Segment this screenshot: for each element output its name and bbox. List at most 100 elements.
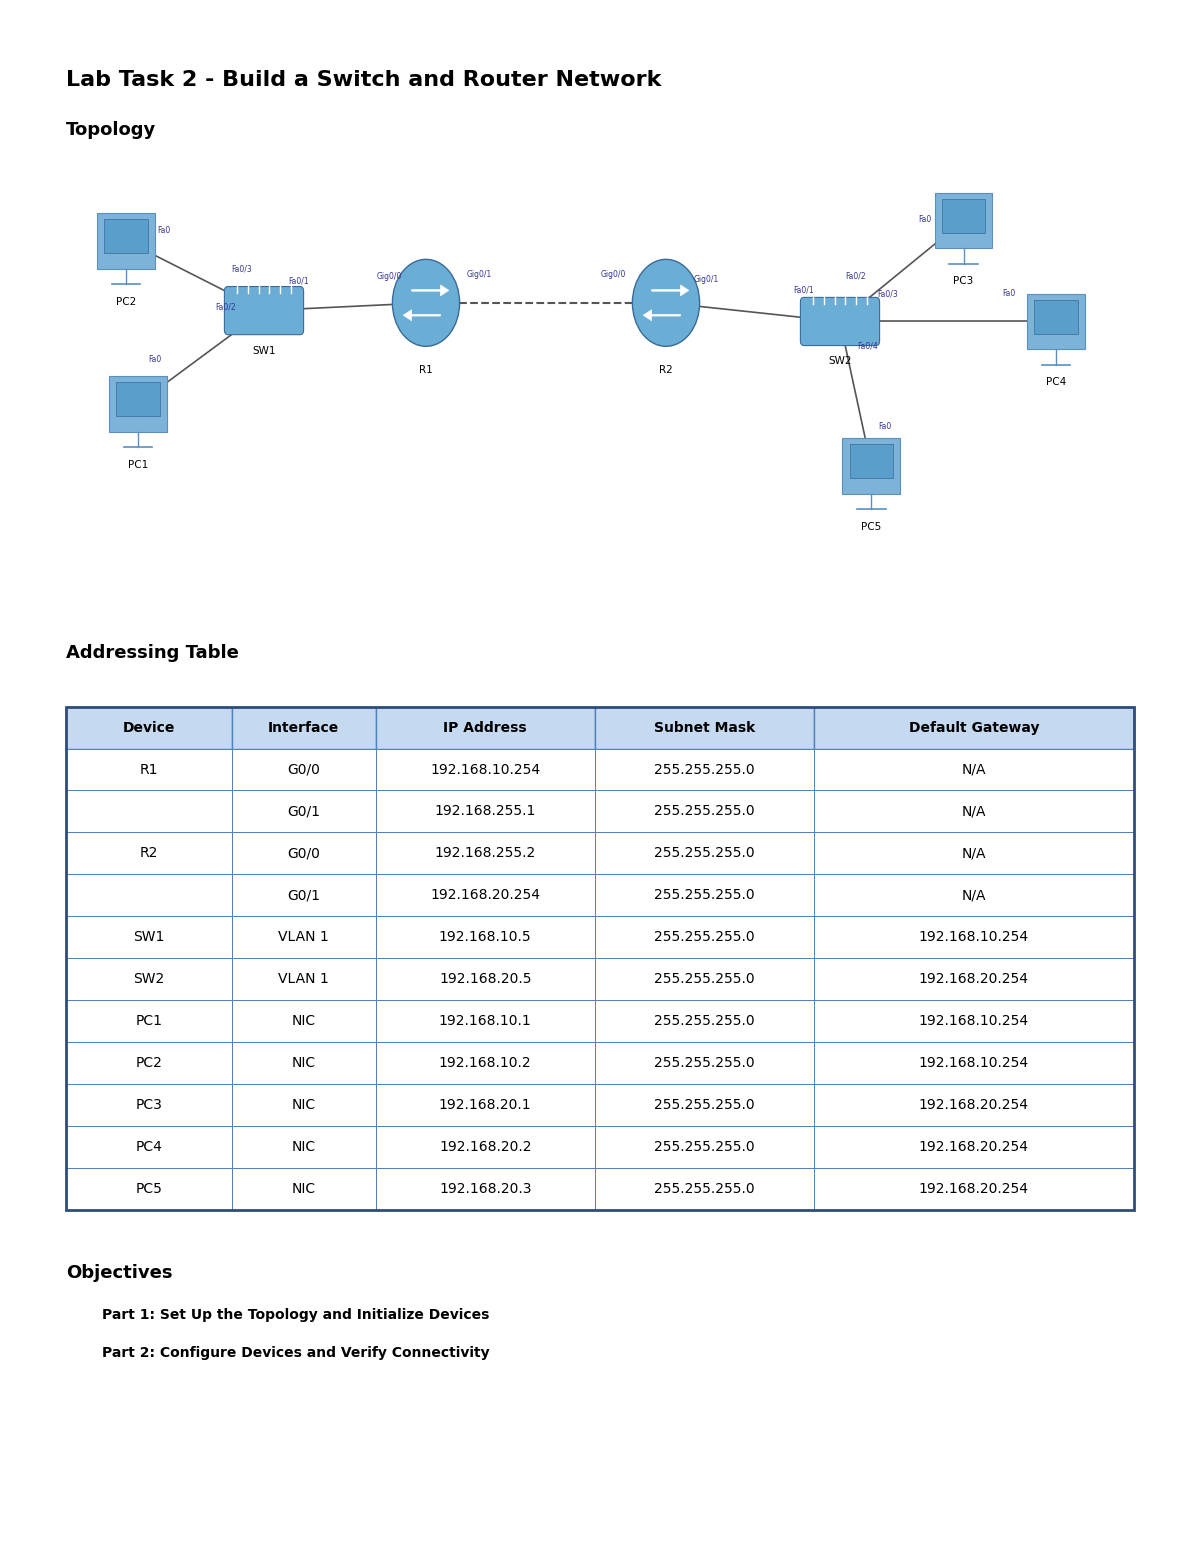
Text: Gig0/1: Gig0/1: [694, 275, 719, 284]
Text: Subnet Mask: Subnet Mask: [654, 721, 755, 735]
Text: VLAN 1: VLAN 1: [278, 930, 329, 944]
FancyBboxPatch shape: [814, 916, 1134, 958]
Text: PC5: PC5: [862, 522, 881, 531]
Text: 192.168.20.1: 192.168.20.1: [439, 1098, 532, 1112]
FancyBboxPatch shape: [595, 790, 814, 832]
Text: SW2: SW2: [133, 972, 164, 986]
FancyBboxPatch shape: [814, 1042, 1134, 1084]
Text: SW1: SW1: [252, 345, 276, 356]
Text: NIC: NIC: [292, 1140, 316, 1154]
Text: SW2: SW2: [828, 356, 852, 367]
FancyBboxPatch shape: [814, 1126, 1134, 1168]
FancyBboxPatch shape: [595, 832, 814, 874]
Text: 192.168.20.254: 192.168.20.254: [919, 1098, 1028, 1112]
Text: 255.255.255.0: 255.255.255.0: [654, 804, 755, 818]
Text: 192.168.20.254: 192.168.20.254: [919, 972, 1028, 986]
FancyArrow shape: [652, 286, 689, 295]
Text: 192.168.255.2: 192.168.255.2: [434, 846, 536, 860]
Text: G0/1: G0/1: [287, 888, 320, 902]
FancyBboxPatch shape: [376, 916, 595, 958]
Text: 255.255.255.0: 255.255.255.0: [654, 1140, 755, 1154]
Text: Objectives: Objectives: [66, 1264, 173, 1283]
Text: Fa0/2: Fa0/2: [845, 272, 866, 280]
Text: Part 2: Configure Devices and Verify Connectivity: Part 2: Configure Devices and Verify Con…: [102, 1346, 490, 1360]
FancyBboxPatch shape: [66, 1168, 232, 1210]
FancyArrow shape: [403, 311, 440, 320]
Text: 255.255.255.0: 255.255.255.0: [654, 1014, 755, 1028]
Text: NIC: NIC: [292, 1014, 316, 1028]
FancyBboxPatch shape: [376, 1042, 595, 1084]
Text: 255.255.255.0: 255.255.255.0: [654, 930, 755, 944]
FancyBboxPatch shape: [595, 1168, 814, 1210]
FancyBboxPatch shape: [66, 1042, 232, 1084]
FancyBboxPatch shape: [842, 438, 900, 494]
Text: Fa0: Fa0: [157, 225, 170, 235]
FancyBboxPatch shape: [814, 790, 1134, 832]
Text: Fa0/3: Fa0/3: [877, 289, 898, 298]
FancyBboxPatch shape: [942, 199, 985, 233]
Text: Interface: Interface: [268, 721, 340, 735]
Text: PC4: PC4: [136, 1140, 162, 1154]
FancyBboxPatch shape: [66, 832, 232, 874]
FancyBboxPatch shape: [850, 444, 893, 478]
FancyBboxPatch shape: [814, 958, 1134, 1000]
FancyBboxPatch shape: [376, 790, 595, 832]
Text: Topology: Topology: [66, 121, 156, 140]
Text: Addressing Table: Addressing Table: [66, 644, 239, 663]
Text: 192.168.10.254: 192.168.10.254: [919, 930, 1028, 944]
FancyBboxPatch shape: [66, 1126, 232, 1168]
Text: Fa0/4: Fa0/4: [857, 342, 878, 351]
Circle shape: [632, 259, 700, 346]
Text: 192.168.20.3: 192.168.20.3: [439, 1182, 532, 1196]
Text: VLAN 1: VLAN 1: [278, 972, 329, 986]
FancyBboxPatch shape: [376, 1000, 595, 1042]
Text: PC1: PC1: [128, 460, 148, 469]
FancyBboxPatch shape: [814, 1000, 1134, 1042]
Text: N/A: N/A: [961, 846, 986, 860]
Text: Fa0: Fa0: [1002, 289, 1015, 298]
Text: Gig0/0: Gig0/0: [600, 270, 626, 280]
FancyBboxPatch shape: [595, 1084, 814, 1126]
Text: NIC: NIC: [292, 1056, 316, 1070]
FancyBboxPatch shape: [595, 958, 814, 1000]
Text: 192.168.20.254: 192.168.20.254: [919, 1182, 1028, 1196]
FancyBboxPatch shape: [376, 707, 595, 749]
FancyBboxPatch shape: [232, 707, 376, 749]
Text: 192.168.10.254: 192.168.10.254: [430, 763, 540, 776]
FancyBboxPatch shape: [224, 286, 304, 334]
FancyBboxPatch shape: [814, 1084, 1134, 1126]
Text: NIC: NIC: [292, 1098, 316, 1112]
FancyBboxPatch shape: [66, 790, 232, 832]
FancyBboxPatch shape: [97, 213, 155, 269]
FancyBboxPatch shape: [595, 916, 814, 958]
FancyBboxPatch shape: [109, 376, 167, 432]
FancyBboxPatch shape: [232, 874, 376, 916]
Text: Fa0/1: Fa0/1: [288, 276, 310, 286]
Text: PC5: PC5: [136, 1182, 162, 1196]
Text: PC2: PC2: [116, 297, 136, 306]
Text: G0/0: G0/0: [287, 846, 320, 860]
Text: Fa0: Fa0: [878, 422, 892, 432]
FancyBboxPatch shape: [66, 1084, 232, 1126]
FancyBboxPatch shape: [232, 1042, 376, 1084]
Text: 192.168.255.1: 192.168.255.1: [434, 804, 536, 818]
Text: Gig0/0: Gig0/0: [377, 272, 402, 281]
FancyBboxPatch shape: [595, 874, 814, 916]
Text: N/A: N/A: [961, 804, 986, 818]
FancyBboxPatch shape: [814, 749, 1134, 790]
Text: PC4: PC4: [1046, 377, 1066, 387]
FancyBboxPatch shape: [232, 916, 376, 958]
FancyBboxPatch shape: [376, 1126, 595, 1168]
Text: N/A: N/A: [961, 763, 986, 776]
Text: 255.255.255.0: 255.255.255.0: [654, 972, 755, 986]
Text: Default Gateway: Default Gateway: [908, 721, 1039, 735]
Text: R1: R1: [139, 763, 158, 776]
Text: G0/0: G0/0: [287, 763, 320, 776]
Text: N/A: N/A: [961, 888, 986, 902]
Text: 192.168.10.254: 192.168.10.254: [919, 1056, 1028, 1070]
Text: Fa0/3: Fa0/3: [232, 264, 252, 273]
FancyBboxPatch shape: [104, 219, 148, 253]
Text: 192.168.10.2: 192.168.10.2: [439, 1056, 532, 1070]
FancyBboxPatch shape: [376, 749, 595, 790]
FancyBboxPatch shape: [66, 916, 232, 958]
